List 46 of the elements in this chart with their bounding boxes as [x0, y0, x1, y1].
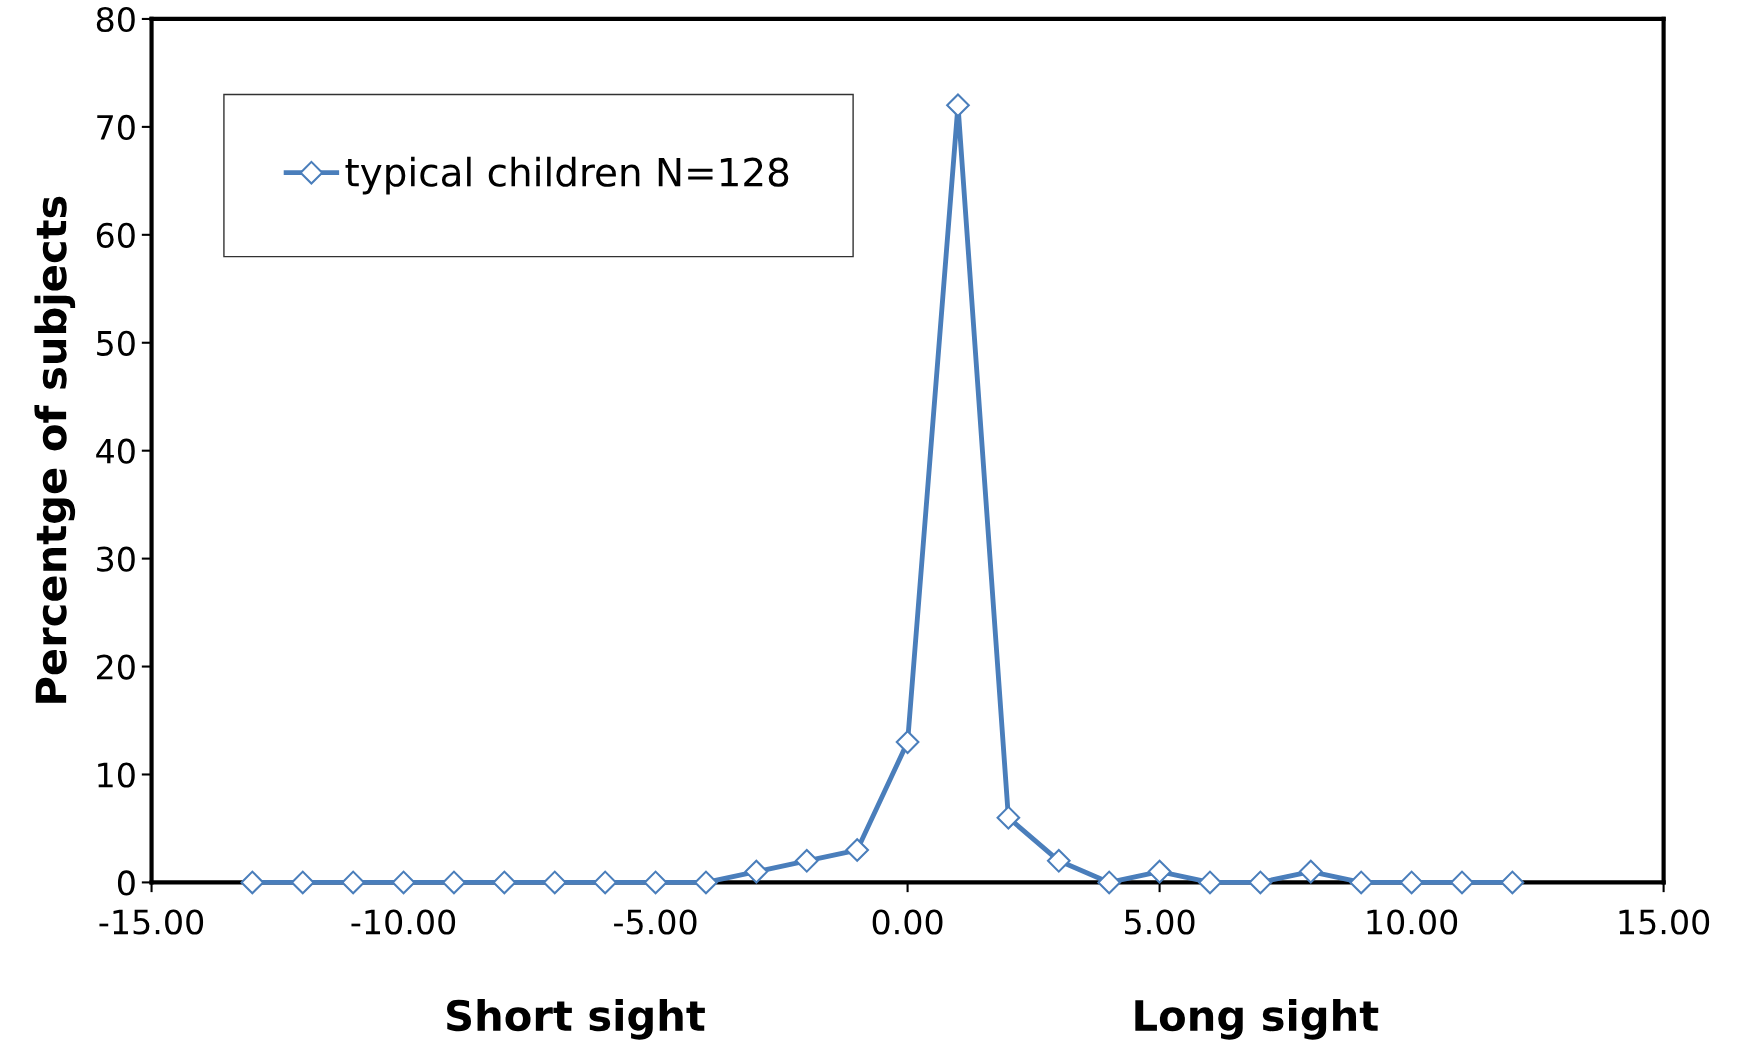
y-tick-label: 20 [97, 654, 135, 680]
point [744, 859, 769, 884]
y-axis-title: Percentge of subjects [34, 196, 76, 703]
x-tick-label: 10.00 [1367, 909, 1458, 935]
y-tick-label: 10 [98, 762, 135, 788]
point [845, 838, 870, 862]
point [1046, 848, 1071, 873]
y-tick-label: 30 [97, 546, 135, 572]
point [1349, 870, 1374, 895]
point [1298, 859, 1323, 884]
x-tick-label: 0.00 [872, 909, 943, 935]
point [1097, 870, 1122, 895]
x-tick-label: -15.00 [99, 909, 204, 935]
point [593, 870, 618, 895]
point [794, 848, 819, 873]
point [1500, 870, 1525, 895]
y-tick-label: 70 [97, 114, 135, 141]
x-tick-label: 15.00 [1619, 909, 1710, 935]
point [1248, 870, 1273, 895]
x-tick-label: 5.00 [1125, 909, 1195, 935]
point [996, 805, 1021, 830]
point [290, 870, 315, 895]
y-tick-label: 40 [96, 438, 135, 464]
point [492, 870, 517, 895]
text: Short sight [447, 998, 705, 1040]
point [946, 93, 970, 118]
point [643, 870, 668, 895]
y-tick-label: 0 [117, 870, 135, 896]
point [442, 870, 466, 895]
legend-label: typical children N=128 [345, 156, 789, 195]
x-tick-label: -5.00 [614, 909, 697, 935]
point [1399, 870, 1424, 895]
text: Long sight [1135, 998, 1379, 1040]
point [1198, 870, 1222, 895]
point [1147, 859, 1172, 884]
point [895, 730, 920, 754]
point [391, 870, 416, 895]
y-tick-label: 60 [96, 222, 135, 248]
point [694, 870, 718, 895]
point [240, 870, 265, 895]
y-tick-label: 50 [97, 330, 135, 356]
point [1450, 870, 1474, 895]
y-tick-label: 80 [96, 6, 135, 33]
x-tick-label: -10.00 [351, 909, 456, 935]
point [542, 870, 567, 895]
point [341, 870, 365, 895]
